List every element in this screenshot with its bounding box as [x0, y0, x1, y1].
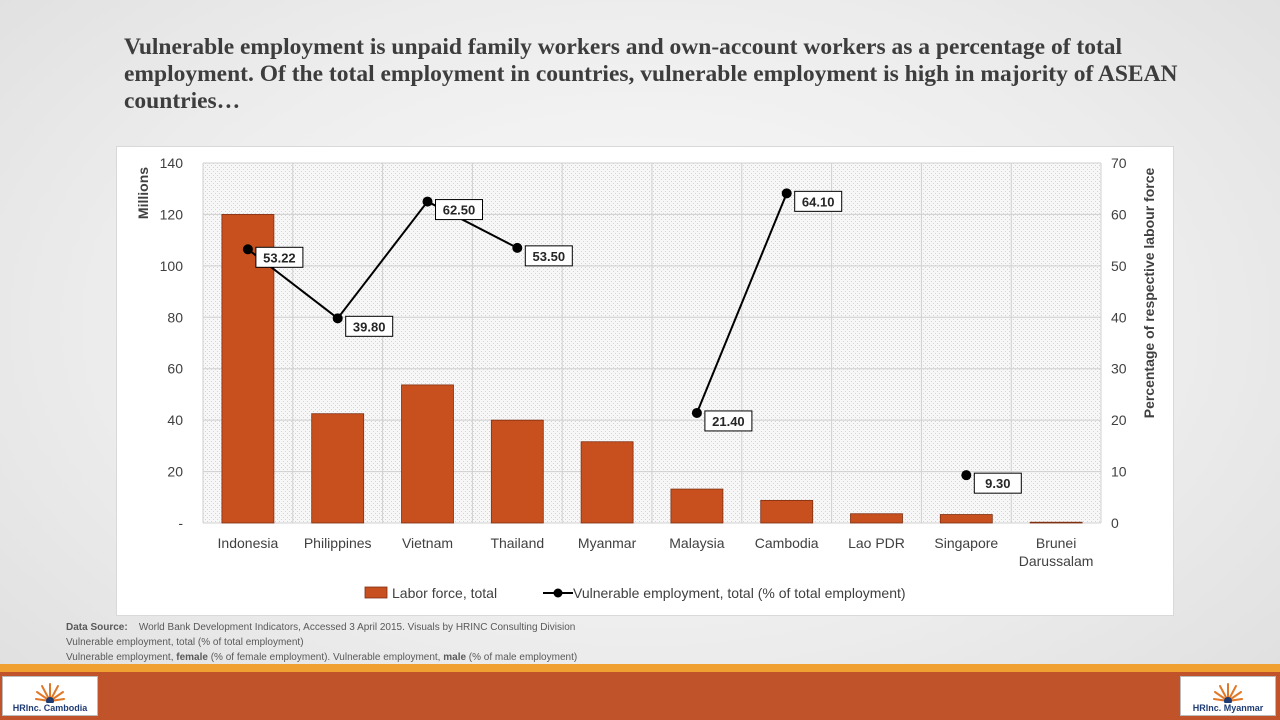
- data-label: 64.10: [802, 194, 835, 209]
- data-label-box: [345, 315, 394, 337]
- right-tick-label: 0: [1111, 515, 1119, 531]
- category-label: Vietnam: [402, 535, 453, 551]
- vulnerable-line-segment: [695, 192, 788, 414]
- data-label-box: [524, 245, 573, 267]
- source-female: female: [176, 652, 208, 663]
- left-tick-label: 120: [160, 206, 184, 222]
- source-line-2: Vulnerable employment, total (% of total…: [66, 637, 304, 648]
- bar-vietnam: [401, 384, 454, 524]
- data-source-note: Data Source: World Bank Development Indi…: [66, 620, 966, 665]
- bar-myanmar: [580, 441, 634, 524]
- left-tick-label: 60: [167, 361, 183, 377]
- left-tick-label: -: [178, 515, 183, 531]
- bar-brunei-darussalam: [1029, 521, 1083, 524]
- right-tick-label: 50: [1111, 258, 1127, 274]
- right-axis-title: Percentage of respective labour force: [1141, 168, 1157, 419]
- data-label: 9.30: [985, 476, 1010, 491]
- category-label: Brunei: [1036, 535, 1076, 551]
- category-label: Cambodia: [755, 535, 819, 551]
- right-tick-label: 30: [1111, 361, 1127, 377]
- left-tick-label: 20: [167, 464, 183, 480]
- right-tick-label: 10: [1111, 464, 1127, 480]
- data-label: 39.80: [353, 319, 386, 334]
- category-label: Thailand: [490, 535, 544, 551]
- legend-bar-label: Labor force, total: [392, 585, 497, 601]
- slide-title: Vulnerable employment is unpaid family w…: [124, 34, 1178, 114]
- legend-line-label: Vulnerable employment, total (% of total…: [573, 585, 906, 601]
- right-tick-label: 40: [1111, 309, 1127, 325]
- data-label-box: [255, 246, 304, 268]
- legend-bar-swatch: [364, 586, 388, 599]
- vulnerable-point: [961, 470, 972, 481]
- bar-thailand: [490, 419, 544, 524]
- left-tick-label: 140: [160, 155, 184, 171]
- sunburst-icon: [1213, 683, 1243, 703]
- data-label-box: [435, 199, 483, 221]
- chart-panel: - 20 40 60 80 100 120 140 0 10 20 30 40 50 60 70 Million…: [116, 146, 1174, 616]
- data-label-box: [794, 190, 843, 212]
- bar-lao-pdr: [850, 513, 903, 524]
- logo-left-text: HRInc. Cambodia: [12, 703, 88, 713]
- category-label: Lao PDR: [848, 535, 905, 551]
- data-label-box: [704, 410, 753, 432]
- bar-malaysia: [670, 488, 724, 524]
- left-tick-label: 80: [167, 309, 183, 325]
- left-tick-label: 100: [160, 258, 184, 274]
- source-male: male: [443, 652, 467, 663]
- vulnerable-point: [422, 196, 433, 207]
- data-label: 62.50: [443, 203, 476, 218]
- left-axis-title: Millions: [135, 167, 151, 219]
- left-tick-label: 40: [167, 412, 183, 428]
- category-label: Darussalam: [1019, 553, 1094, 569]
- vulnerable-point: [242, 244, 253, 255]
- sunburst-icon: [35, 683, 65, 703]
- source-line-3-part: (% of female employment). Vulnerable emp…: [207, 652, 444, 663]
- vulnerable-line-segment: [336, 200, 429, 319]
- legend-line-marker: [553, 588, 563, 598]
- category-label: Myanmar: [578, 535, 637, 551]
- footer-bar: [0, 672, 1280, 720]
- data-label: 53.50: [533, 249, 566, 264]
- logo-right-text: HRInc. Myanmar: [1192, 703, 1264, 713]
- source-label: Data Source:: [66, 622, 128, 633]
- vulnerable-point: [781, 188, 792, 199]
- source-line-1: Data Source: World Bank Development Indi…: [66, 620, 966, 635]
- hrinc-myanmar-logo: HRInc. Myanmar: [1180, 676, 1276, 716]
- right-tick-label: 60: [1111, 206, 1127, 222]
- source-text: World Bank Development Indicators, Acces…: [138, 622, 576, 633]
- vulnerable-point: [332, 313, 343, 324]
- vulnerable-point: [691, 407, 702, 418]
- bar-philippines: [311, 413, 365, 524]
- category-label: Malaysia: [669, 535, 724, 551]
- data-label: 21.40: [712, 414, 745, 429]
- data-label: 53.22: [263, 250, 296, 265]
- category-label: Singapore: [934, 535, 998, 551]
- right-tick-label: 20: [1111, 412, 1127, 428]
- hrinc-cambodia-logo: HRInc. Cambodia: [2, 676, 98, 716]
- accent-stripe: [0, 664, 1280, 672]
- source-line-3-part: Vulnerable employment,: [66, 652, 177, 663]
- bar-cambodia: [760, 499, 814, 524]
- source-line-3: Vulnerable employment, female (% of fema…: [66, 650, 966, 665]
- vulnerable-point: [512, 242, 523, 253]
- right-tick-label: 70: [1111, 155, 1127, 171]
- category-label: Indonesia: [218, 535, 279, 551]
- category-label: Philippines: [304, 535, 372, 551]
- labor-force-chart: - 20 40 60 80 100 120 140 0 10 20 30 40 50 60 70 Million…: [135, 155, 1157, 601]
- data-label-box: [973, 472, 1022, 494]
- source-line-3-part: (% of male employment): [466, 652, 578, 663]
- bar-singapore: [939, 514, 993, 524]
